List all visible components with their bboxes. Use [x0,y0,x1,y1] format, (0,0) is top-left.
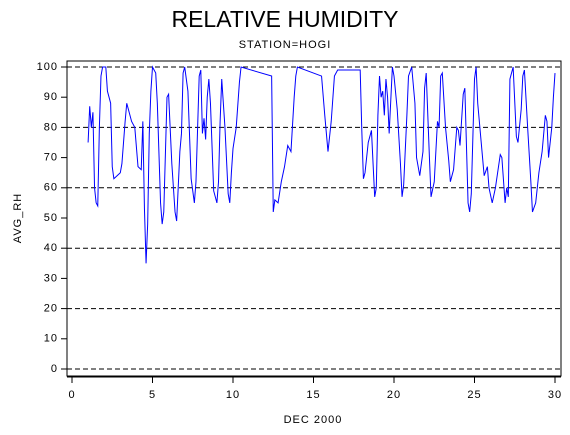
y-tick-label: 30 [44,272,58,284]
chart-subtitle: STATION=HOGI [239,39,332,51]
x-tick-label: 15 [306,389,320,401]
y-tick-label: 100 [37,61,58,73]
y-tick-label: 60 [44,182,58,194]
y-tick-label: 50 [44,212,58,224]
x-axis-label: DEC 2000 [284,414,343,426]
y-tick-label: 80 [44,121,58,133]
data-line [87,65,556,264]
y-tick-label: 0 [51,363,58,375]
plot-frame [66,60,562,377]
x-tick-label: 25 [467,389,481,401]
y-tick-label: 90 [44,91,58,103]
y-axis-label: AVG_RH [12,193,24,243]
y-tick-label: 70 [44,152,58,164]
x-tick-label: 10 [226,389,240,401]
x-tick-label: 0 [68,389,75,401]
chart-title: RELATIVE HUMIDITY [171,6,398,32]
x-tick-label: 5 [149,389,156,401]
y-tick-label: 20 [44,303,58,315]
y-tick-label: 40 [44,242,58,254]
y-tick-label: 10 [44,333,58,345]
x-tick-label: 20 [387,389,401,401]
x-tick-label: 30 [548,389,562,401]
